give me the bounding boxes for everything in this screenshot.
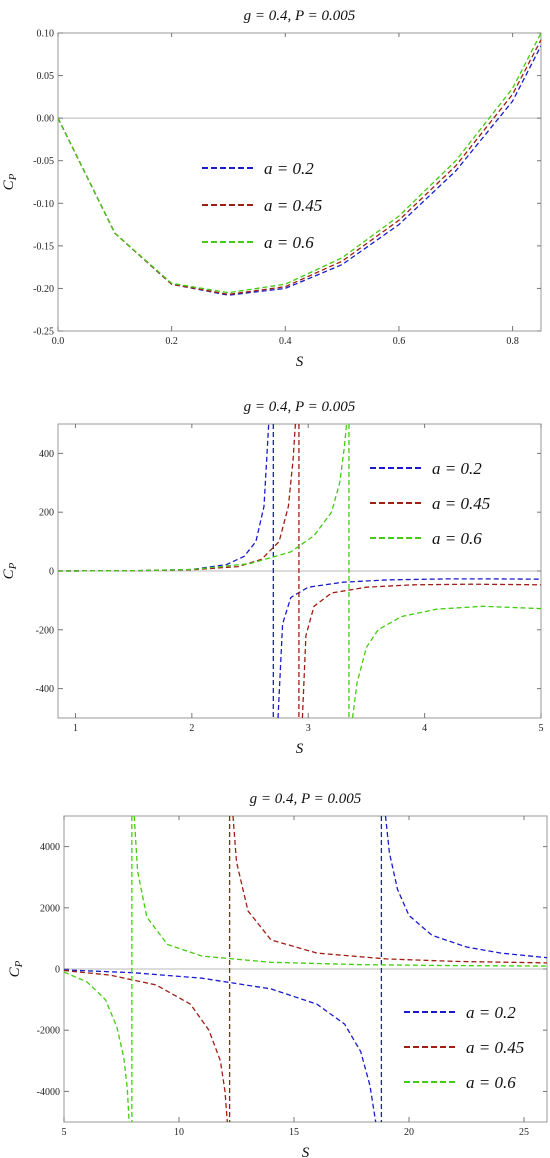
x-tick-label: 5 <box>62 1127 67 1138</box>
series-line-a045-right-branch <box>301 583 541 718</box>
legend-label-a02: a = 0.2 <box>466 1003 516 1022</box>
chart-panel-1: 0.0 0.2 0.4 0.6 0.8 0.10 0.05 0.00 -0.05 -0.10 -0.… <box>1 8 542 370</box>
legend-label-a045: a = 0.45 <box>264 196 322 215</box>
x-axis-label: S <box>302 1145 310 1158</box>
x-tick-label: 0.2 <box>165 336 178 347</box>
y-tick-label: 0.00 <box>37 114 55 125</box>
series-line-a06-left-branch <box>64 971 130 1122</box>
legend: a = 0.2 a = 0.45 a = 0.6 <box>370 459 490 548</box>
chart-title: g = 0.4, P = 0.005 <box>244 8 356 24</box>
y-axis-label: CP <box>1 173 19 190</box>
series-line-a06-right-branch <box>351 605 541 718</box>
y-tick-label: 200 <box>39 508 54 519</box>
chart-title: g = 0.4, P = 0.005 <box>244 399 356 415</box>
y-tick-label: -0.25 <box>33 327 54 338</box>
x-tick-label: 25 <box>519 1127 529 1138</box>
x-tick-label: 4 <box>422 723 427 734</box>
legend-label-a02: a = 0.2 <box>432 459 482 478</box>
series-line-a045-left-branch <box>64 969 228 1122</box>
legend-label-a06: a = 0.6 <box>264 233 314 252</box>
y-tick-label: -400 <box>36 684 54 695</box>
x-tick-label: 15 <box>289 1127 299 1138</box>
y-axis-label: CP <box>1 562 19 579</box>
legend-label-a045: a = 0.45 <box>466 1038 524 1057</box>
y-axis-label: CP <box>7 960 25 977</box>
y-tick-label: -0.15 <box>33 241 54 252</box>
series-line-a06 <box>58 33 541 294</box>
legend-label-a045: a = 0.45 <box>432 494 490 513</box>
series-line-a06-left-branch <box>58 424 348 572</box>
x-axis-label: S <box>296 354 304 370</box>
y-tick-label: -0.20 <box>33 284 54 295</box>
y-tick-label: 0.05 <box>37 71 55 82</box>
chart-panel-2: 1 2 3 4 5 400 200 0 -200 -400 g = 0.4, P = 0.005 S C… <box>1 399 544 757</box>
y-tick-label: 400 <box>39 449 54 460</box>
y-tick-label: -0.05 <box>33 156 54 167</box>
series-line-a045 <box>58 39 541 296</box>
x-tick-label: 0.0 <box>52 336 65 347</box>
y-tick-label: -2000 <box>37 1026 60 1037</box>
series-line-a045-right-branch <box>232 816 547 964</box>
x-tick-label: 0.4 <box>279 336 292 347</box>
series-line-a02-left-branch <box>64 969 377 1122</box>
plot-frame <box>57 32 542 332</box>
y-tick-label: 4000 <box>40 842 60 853</box>
y-tick-label: -4000 <box>37 1087 60 1098</box>
x-tick-label: 10 <box>174 1127 184 1138</box>
x-tick-label: 0.6 <box>393 336 406 347</box>
legend: a = 0.2 a = 0.45 a = 0.6 <box>202 159 322 252</box>
x-tick-label: 3 <box>306 723 311 734</box>
y-tick-label: -200 <box>36 625 54 636</box>
x-tick-label: 0.8 <box>506 336 519 347</box>
x-axis-label: S <box>296 741 304 757</box>
y-tick-label: 0.10 <box>37 29 55 40</box>
x-tick-label: 5 <box>539 723 544 734</box>
x-tick-label: 20 <box>404 1127 414 1138</box>
y-tick-label: 2000 <box>40 903 60 914</box>
chart-title: g = 0.4, P = 0.005 <box>250 791 362 807</box>
legend-label-a06: a = 0.6 <box>432 529 482 548</box>
series-line-a06-right-branch <box>133 816 547 967</box>
y-tick-label: -0.10 <box>33 199 54 210</box>
x-tick-label: 1 <box>73 723 78 734</box>
x-tick-label: 2 <box>189 723 194 734</box>
legend-label-a02: a = 0.2 <box>264 159 314 178</box>
series-line-a02-right-branch <box>384 816 547 959</box>
series-line-a045-left-branch <box>58 424 297 572</box>
legend: a = 0.2 a = 0.45 a = 0.6 <box>404 1003 524 1092</box>
y-tick-label: 0 <box>55 965 60 976</box>
y-tick-label: 0 <box>49 567 54 578</box>
series-line-a02-right-branch <box>277 578 541 718</box>
chart-panel-3: 5 10 15 20 25 4000 2000 0 -2000 -4000 g = 0.4, P =… <box>7 791 548 1158</box>
legend-label-a06: a = 0.6 <box>466 1073 516 1092</box>
series-line-a02-left-branch <box>58 424 270 572</box>
